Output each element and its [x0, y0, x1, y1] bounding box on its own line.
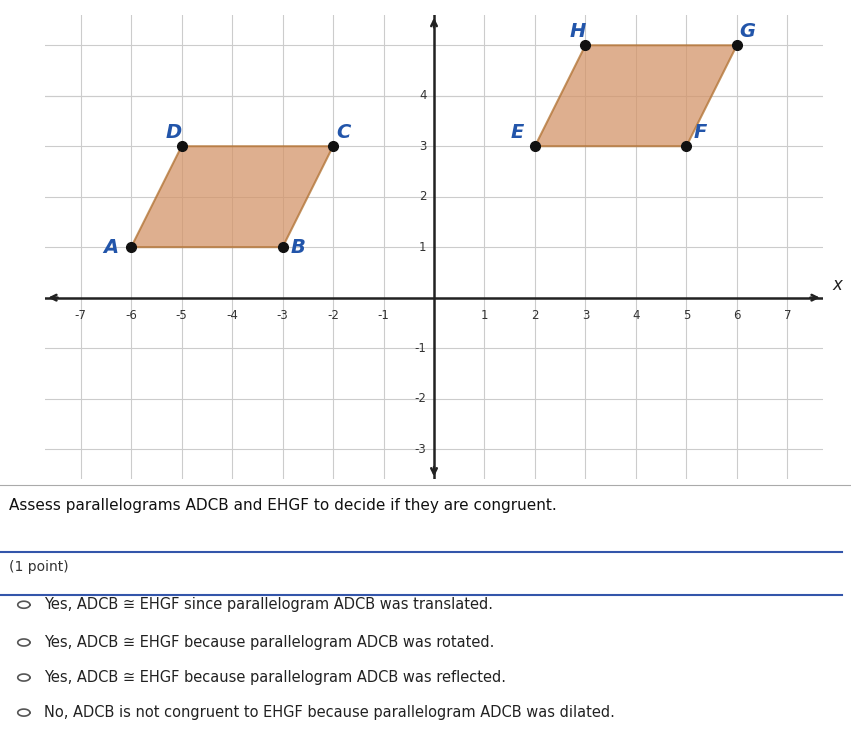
Text: -4: -4 [226, 309, 238, 322]
Text: 4: 4 [419, 89, 426, 103]
Text: 2: 2 [419, 190, 426, 203]
Polygon shape [535, 45, 737, 146]
Text: -1: -1 [378, 309, 390, 322]
Text: Yes, ADCB ≅ EHGF because parallelogram ADCB was rotated.: Yes, ADCB ≅ EHGF because parallelogram A… [44, 635, 494, 650]
Text: 3: 3 [582, 309, 589, 322]
Text: -3: -3 [414, 443, 426, 455]
Text: 4: 4 [632, 309, 640, 322]
Text: 7: 7 [784, 309, 791, 322]
Polygon shape [131, 146, 333, 247]
Text: -5: -5 [176, 309, 187, 322]
Text: (1 point): (1 point) [9, 560, 68, 574]
Text: -6: -6 [125, 309, 137, 322]
Text: 2: 2 [531, 309, 539, 322]
Text: F: F [694, 123, 707, 142]
Text: x: x [833, 276, 842, 294]
Text: 6: 6 [733, 309, 740, 322]
Text: E: E [511, 123, 524, 142]
Text: 3: 3 [419, 140, 426, 153]
Text: D: D [166, 123, 182, 142]
Text: A: A [104, 237, 118, 257]
Text: B: B [290, 237, 306, 257]
Text: Yes, ADCB ≅ EHGF because parallelogram ADCB was reflected.: Yes, ADCB ≅ EHGF because parallelogram A… [44, 670, 506, 685]
Text: 5: 5 [683, 309, 690, 322]
Text: 1: 1 [481, 309, 488, 322]
Text: -7: -7 [75, 309, 87, 322]
Text: -2: -2 [414, 392, 426, 405]
Text: -1: -1 [414, 342, 426, 354]
Text: 1: 1 [419, 240, 426, 254]
Text: C: C [336, 123, 351, 142]
Text: G: G [739, 22, 755, 40]
Text: H: H [569, 22, 586, 40]
Text: -3: -3 [277, 309, 288, 322]
Text: No, ADCB is not congruent to EHGF because parallelogram ADCB was dilated.: No, ADCB is not congruent to EHGF becaus… [44, 705, 615, 720]
Text: Assess parallelograms ADCB and EHGF to decide if they are congruent.: Assess parallelograms ADCB and EHGF to d… [9, 498, 557, 513]
Text: -2: -2 [327, 309, 339, 322]
Text: Yes, ADCB ≅ EHGF since parallelogram ADCB was translated.: Yes, ADCB ≅ EHGF since parallelogram ADC… [44, 597, 494, 612]
